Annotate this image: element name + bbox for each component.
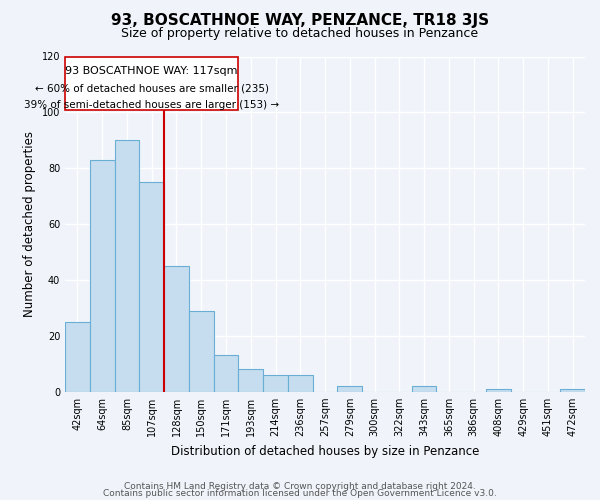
Bar: [65, 56, 238, 110]
Bar: [139, 182, 164, 392]
Bar: [486, 389, 511, 392]
Bar: [412, 386, 436, 392]
Bar: [90, 160, 115, 392]
Bar: [65, 322, 90, 392]
Text: ← 60% of detached houses are smaller (235): ← 60% of detached houses are smaller (23…: [35, 83, 269, 93]
Bar: [263, 375, 288, 392]
Text: 39% of semi-detached houses are larger (153) →: 39% of semi-detached houses are larger (…: [24, 100, 279, 110]
Bar: [214, 356, 238, 392]
Bar: [189, 311, 214, 392]
Bar: [238, 370, 263, 392]
X-axis label: Distribution of detached houses by size in Penzance: Distribution of detached houses by size …: [171, 444, 479, 458]
Bar: [164, 266, 189, 392]
Text: 93, BOSCATHNOE WAY, PENZANCE, TR18 3JS: 93, BOSCATHNOE WAY, PENZANCE, TR18 3JS: [111, 12, 489, 28]
Bar: [560, 389, 585, 392]
Bar: [115, 140, 139, 392]
Text: Size of property relative to detached houses in Penzance: Size of property relative to detached ho…: [121, 28, 479, 40]
Bar: [288, 375, 313, 392]
Text: 93 BOSCATHNOE WAY: 117sqm: 93 BOSCATHNOE WAY: 117sqm: [65, 66, 238, 76]
Y-axis label: Number of detached properties: Number of detached properties: [23, 131, 36, 317]
Text: Contains HM Land Registry data © Crown copyright and database right 2024.: Contains HM Land Registry data © Crown c…: [124, 482, 476, 491]
Text: Contains public sector information licensed under the Open Government Licence v3: Contains public sector information licen…: [103, 489, 497, 498]
Bar: [337, 386, 362, 392]
